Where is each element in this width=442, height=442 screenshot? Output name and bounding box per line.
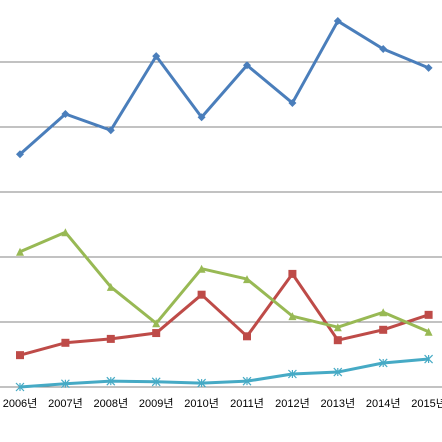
marker: [152, 52, 161, 61]
series-line: [19, 19, 430, 156]
marker: [287, 369, 297, 379]
marker: [424, 354, 434, 364]
marker: [197, 290, 206, 299]
marker: [60, 379, 70, 389]
series-line: [19, 272, 430, 357]
marker: [61, 228, 70, 237]
marker: [243, 275, 251, 284]
marker: [243, 332, 251, 341]
x-tick-label: 2011년: [230, 397, 264, 410]
marker: [106, 126, 115, 135]
x-tick-label: 2007년: [48, 397, 83, 410]
marker: [152, 329, 161, 338]
marker: [16, 150, 24, 159]
x-tick-label: 2006년: [3, 397, 38, 410]
marker: [197, 113, 206, 122]
marker: [106, 334, 115, 343]
marker: [424, 63, 433, 72]
x-tick-label: 2012년: [275, 397, 310, 410]
series-line: [19, 357, 429, 389]
marker: [106, 282, 115, 291]
marker: [288, 312, 297, 321]
marker: [333, 17, 342, 26]
marker: [197, 378, 207, 388]
marker: [61, 110, 70, 118]
marker: [106, 376, 116, 386]
x-tick-label: 2014년: [366, 397, 401, 410]
marker: [151, 377, 161, 387]
marker: [242, 376, 252, 386]
marker: [288, 269, 297, 278]
marker: [243, 61, 251, 70]
marker: [379, 45, 388, 53]
x-tick-label: 2008년: [94, 397, 129, 410]
marker: [379, 325, 388, 334]
marker: [333, 336, 342, 345]
x-tick-label: 2010년: [184, 397, 219, 410]
marker: [152, 319, 161, 328]
marker: [61, 338, 70, 347]
marker: [197, 264, 206, 273]
marker: [424, 327, 433, 336]
marker: [288, 98, 297, 107]
marker: [333, 323, 342, 332]
marker: [378, 358, 388, 368]
x-tick-label: 2013년: [321, 397, 356, 410]
marker: [15, 382, 25, 392]
x-tick-label: 2015년: [411, 397, 442, 410]
marker: [16, 247, 24, 256]
series-line: [19, 230, 430, 334]
marker: [379, 308, 388, 317]
marker: [16, 351, 24, 360]
marker: [333, 367, 343, 377]
marker: [424, 310, 433, 319]
x-tick-label: 2009년: [139, 397, 174, 410]
